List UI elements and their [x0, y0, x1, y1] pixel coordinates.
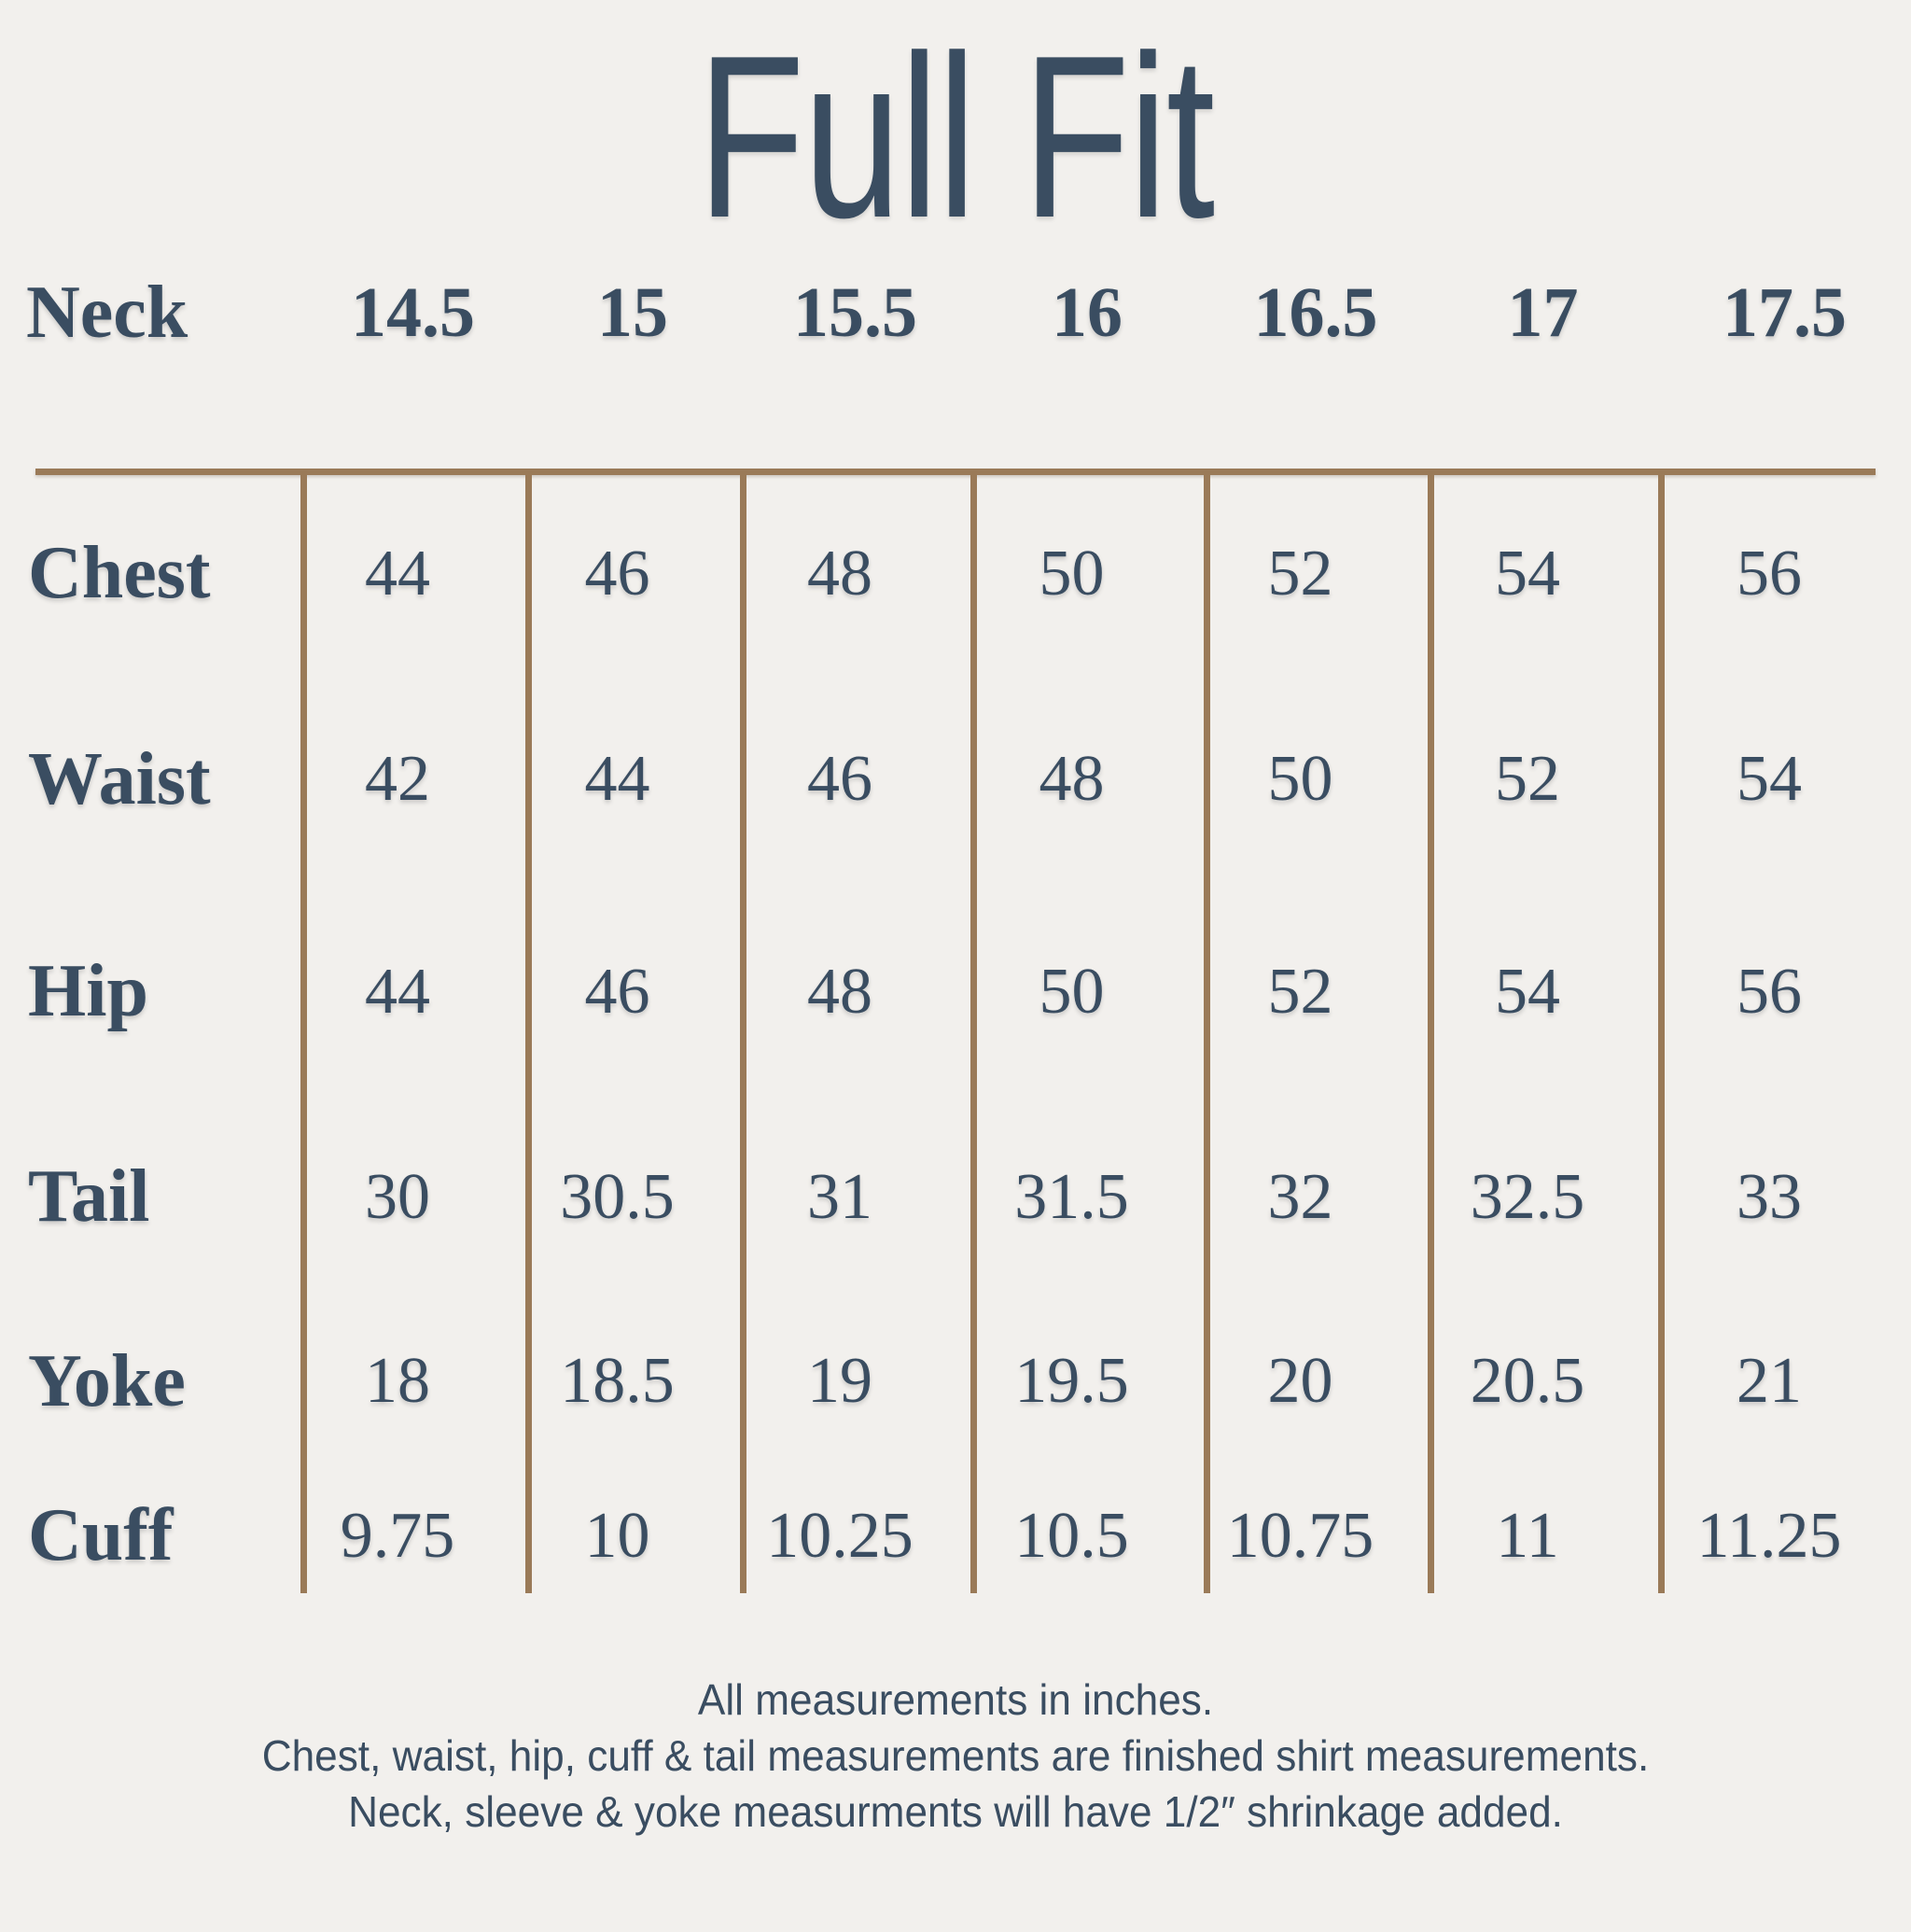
cell-value: 20.5	[1428, 1297, 1658, 1465]
header-label-neck: Neck	[26, 272, 188, 354]
size-chart-page: Full Fit Neck 14.5 15 15.5 16 16.5 17 17…	[0, 21, 1911, 1932]
table-row-cuff: Cuff 9.75 10 10.25 10.5 10.75 11 11.25	[0, 1465, 1911, 1593]
size-table-body: Chest 44 46 48 50 52 54 56 Waist 42 44 4…	[0, 475, 1911, 1593]
cell-value: 10	[525, 1465, 740, 1593]
cell-value: 18.5	[525, 1297, 740, 1465]
cell-value: 50	[970, 475, 1204, 672]
header-size: 16.5	[1253, 273, 1378, 352]
cell-value: 30.5	[525, 1097, 740, 1297]
cell-value: 52	[1204, 887, 1428, 1097]
cell-value: 54	[1658, 672, 1911, 887]
cell-value: 32.5	[1428, 1097, 1658, 1297]
row-label: Cuff	[28, 1494, 174, 1576]
row-label: Yoke	[28, 1339, 186, 1422]
cell-value: 56	[1658, 475, 1911, 672]
header-size: 15.5	[793, 273, 917, 352]
table-row-tail: Tail 30 30.5 31 31.5 32 32.5 33	[0, 1097, 1911, 1297]
footer-line-2: Chest, waist, hip, cuff & tail measureme…	[261, 1731, 1650, 1780]
cell-value: 48	[970, 672, 1204, 887]
horizontal-divider-rule	[35, 469, 1876, 475]
cell-value: 33	[1658, 1097, 1911, 1297]
header-size: 17	[1507, 273, 1579, 352]
cell-value: 46	[525, 887, 740, 1097]
cell-value: 48	[740, 475, 970, 672]
footer-line-1: All measurements in inches.	[697, 1675, 1214, 1724]
cell-value: 44	[525, 672, 740, 887]
header-size: 15	[597, 273, 668, 352]
table-header-row: Neck 14.5 15 15.5 16 16.5 17 17.5	[0, 271, 1911, 354]
cell-value: 54	[1428, 475, 1658, 672]
cell-value: 11.25	[1658, 1465, 1911, 1593]
cell-value: 46	[740, 672, 970, 887]
row-label: Tail	[28, 1155, 150, 1238]
cell-value: 9.75	[300, 1465, 525, 1593]
cell-value: 42	[300, 672, 525, 887]
cell-value: 44	[300, 887, 525, 1097]
header-size: 17.5	[1723, 273, 1847, 352]
cell-value: 32	[1204, 1097, 1428, 1297]
cell-value: 10.75	[1204, 1465, 1428, 1593]
header-size: 16	[1052, 273, 1123, 352]
cell-value: 44	[300, 475, 525, 672]
cell-value: 18	[300, 1297, 525, 1465]
row-label: Hip	[28, 950, 148, 1032]
cell-value: 10.5	[970, 1465, 1204, 1593]
cell-value: 50	[1204, 672, 1428, 887]
cell-value: 48	[740, 887, 970, 1097]
cell-value: 50	[970, 887, 1204, 1097]
table-row-chest: Chest 44 46 48 50 52 54 56	[0, 475, 1911, 672]
header-size: 14.5	[351, 273, 475, 352]
cell-value: 30	[300, 1097, 525, 1297]
cell-value: 52	[1204, 475, 1428, 672]
cell-value: 31	[740, 1097, 970, 1297]
cell-value: 46	[525, 475, 740, 672]
cell-value: 19	[740, 1297, 970, 1465]
row-label: Chest	[28, 532, 211, 614]
page-title: Full Fit	[697, 7, 1215, 266]
cell-value: 20	[1204, 1297, 1428, 1465]
cell-value: 19.5	[970, 1297, 1204, 1465]
cell-value: 11	[1428, 1465, 1658, 1593]
footer-notes: All measurements in inches. Chest, waist…	[0, 1672, 1911, 1840]
table-row-waist: Waist 42 44 46 48 50 52 54	[0, 672, 1911, 887]
cell-value: 10.25	[740, 1465, 970, 1593]
table-row-hip: Hip 44 46 48 50 52 54 56	[0, 887, 1911, 1097]
cell-value: 21	[1658, 1297, 1911, 1465]
row-label: Waist	[28, 737, 211, 820]
cell-value: 31.5	[970, 1097, 1204, 1297]
cell-value: 54	[1428, 887, 1658, 1097]
table-row-yoke: Yoke 18 18.5 19 19.5 20 20.5 21	[0, 1297, 1911, 1465]
title-wrap: Full Fit	[0, 21, 1911, 256]
cell-value: 52	[1428, 672, 1658, 887]
footer-line-3: Neck, sleeve & yoke measurments will hav…	[348, 1787, 1563, 1836]
cell-value: 56	[1658, 887, 1911, 1097]
